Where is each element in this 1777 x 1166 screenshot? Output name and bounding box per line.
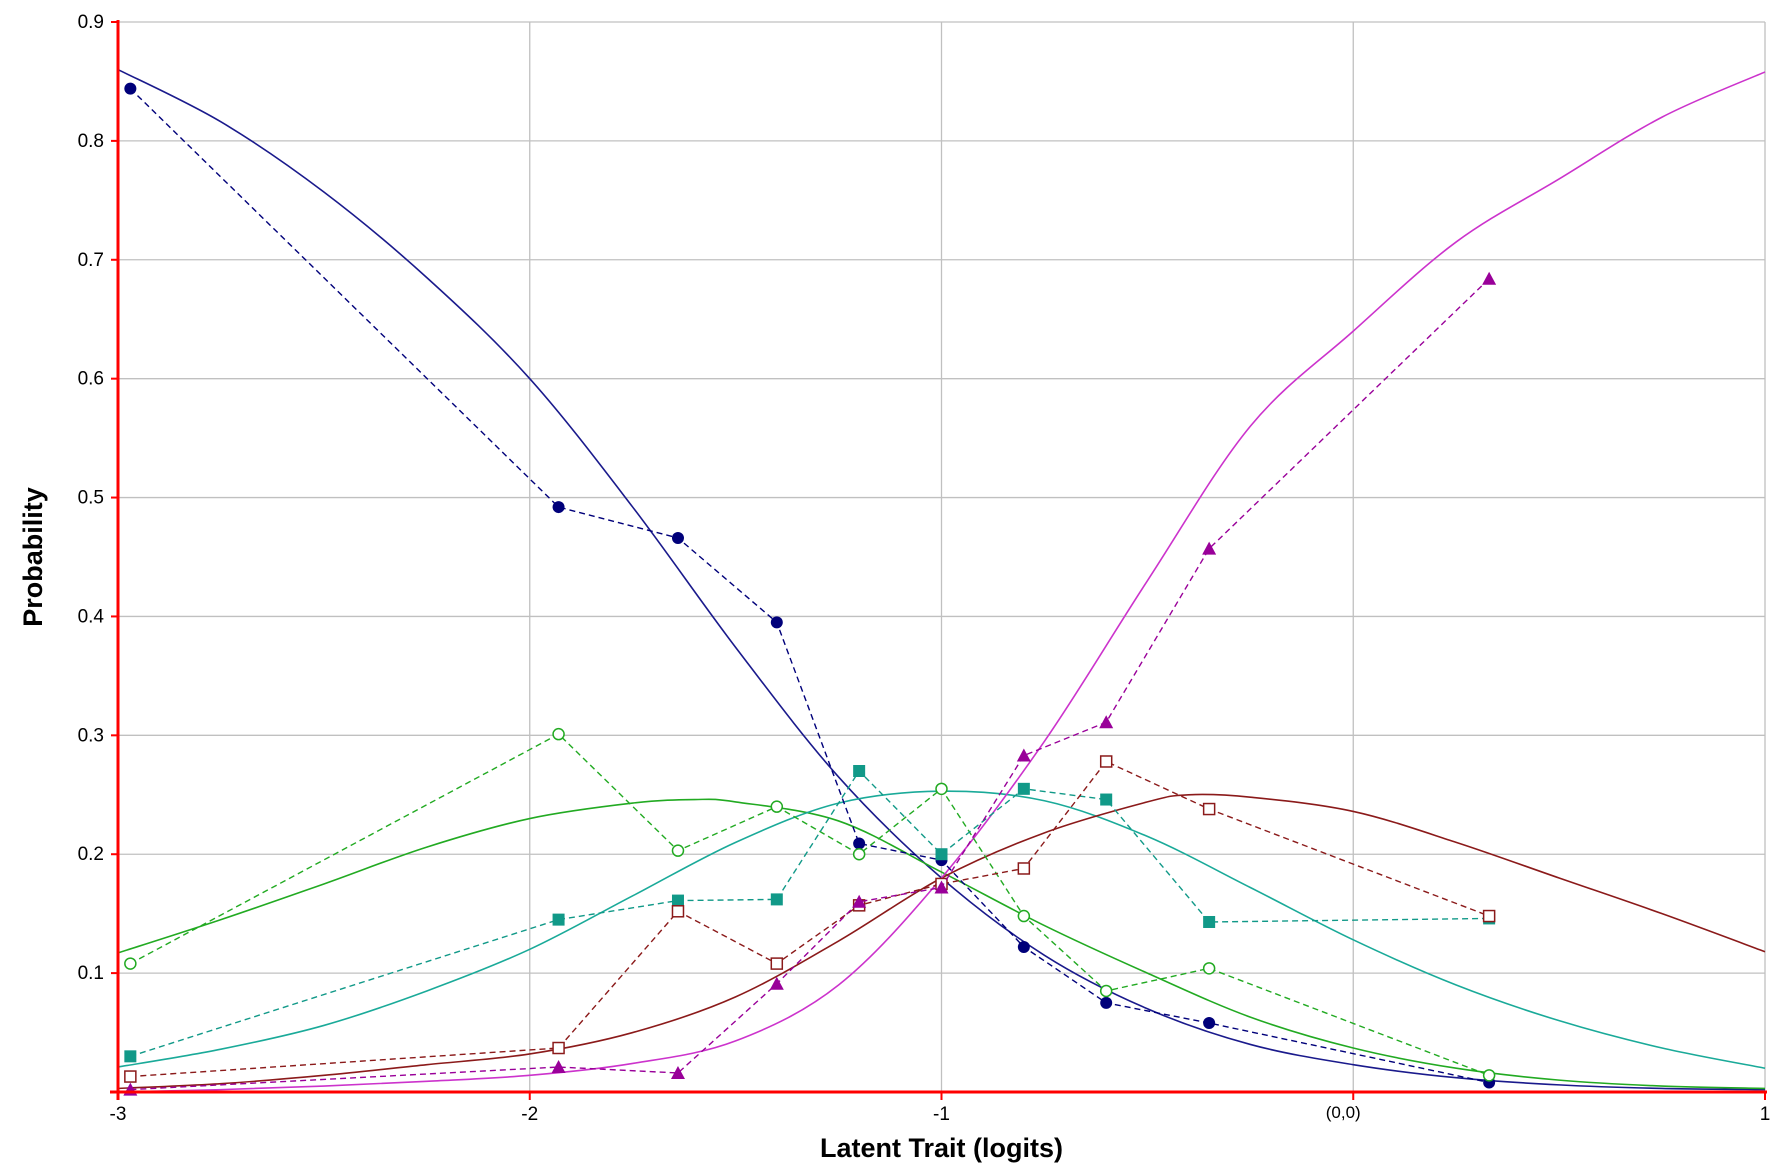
data-point	[552, 1041, 565, 1055]
series-line-obs4	[130, 760, 1490, 1078]
data-point	[671, 531, 684, 544]
data-point	[1100, 996, 1113, 1009]
data-point	[853, 765, 866, 777]
data-point	[1482, 271, 1497, 285]
model-curve-cat4	[117, 793, 1766, 1090]
data-point	[1017, 862, 1031, 875]
data-point	[552, 727, 565, 741]
y-tick-label: 0.1	[78, 963, 104, 984]
data-point	[1203, 915, 1216, 928]
data-point	[852, 847, 866, 861]
data-point	[1016, 748, 1031, 762]
data-point	[124, 957, 137, 970]
data-point	[1482, 1069, 1496, 1082]
series-line-obs3	[130, 769, 1490, 1058]
data-point	[770, 957, 784, 970]
data-point	[935, 782, 948, 796]
y-axis-title: Probability	[18, 487, 48, 627]
y-tick-label: 0.9	[78, 12, 104, 33]
y-tick-label: 0.7	[78, 250, 104, 271]
data-point	[671, 894, 684, 907]
series-line-obs5	[130, 278, 1490, 1091]
data-point	[769, 976, 784, 990]
y-tick-label: 0.5	[78, 488, 104, 509]
data-point	[935, 848, 948, 861]
model-curve-cat5	[117, 71, 1766, 1093]
data-point	[853, 837, 866, 850]
data-point	[1202, 802, 1216, 816]
data-point	[770, 616, 783, 629]
data-point	[552, 913, 565, 926]
y-tick-label: 0.3	[78, 725, 104, 746]
series-obs5	[123, 271, 1497, 1096]
data-point	[124, 82, 137, 95]
data-point	[934, 880, 949, 894]
axes	[110, 20, 1767, 1100]
y-tick-label: 0.4	[78, 606, 105, 627]
data-point	[770, 800, 784, 813]
series-obs3	[124, 765, 1496, 1063]
data-point	[124, 1050, 137, 1063]
x-tick-label: -3	[110, 1104, 127, 1125]
y-tick-label: 0.8	[78, 131, 104, 152]
data-point	[670, 1065, 685, 1079]
series-obs1	[124, 82, 1496, 1089]
data-point	[124, 1070, 137, 1083]
series-line-obs1	[129, 88, 1490, 1084]
data-point	[1100, 793, 1113, 806]
series-obs4	[124, 755, 1496, 1083]
y-tick-label: 0.2	[78, 844, 104, 865]
model-curve-cat1	[117, 68, 1766, 1091]
x-tick-label: -1	[933, 1104, 950, 1125]
x-tick-label: 1	[1760, 1104, 1771, 1125]
data-point	[1202, 541, 1217, 555]
data-point	[1203, 1017, 1216, 1030]
y-tick-label: 0.6	[78, 369, 104, 390]
data-point	[1482, 909, 1496, 923]
data-point	[552, 501, 565, 514]
data-point	[1099, 715, 1114, 729]
x-axis-title: Latent Trait (logits)	[820, 1133, 1063, 1163]
tick-labels: 0.1 0.2 0.3 0.4 0.5 0.6 0.7 0.8 0.9 -3 -2 -1 1	[78, 12, 1771, 1125]
data-point	[1017, 940, 1030, 953]
data-point	[1099, 755, 1113, 768]
data-point	[551, 1060, 566, 1074]
data-point	[671, 905, 685, 918]
data-point	[1099, 984, 1113, 998]
series-obs2	[124, 727, 1496, 1082]
observed-series	[123, 82, 1497, 1096]
data-point	[1017, 782, 1030, 795]
data-point	[1202, 962, 1216, 975]
data-point	[770, 893, 783, 906]
data-point	[852, 894, 867, 908]
origin-label: (0,0)	[1326, 1103, 1361, 1122]
grid-lines	[118, 21, 1766, 1092]
data-point	[1017, 909, 1031, 923]
x-tick-label: -2	[521, 1104, 538, 1125]
data-point	[671, 844, 685, 857]
